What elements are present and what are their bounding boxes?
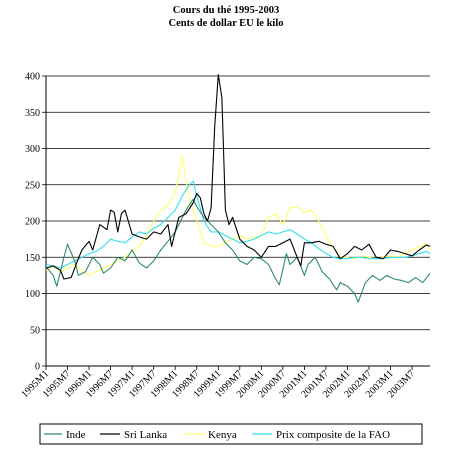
- y-tick-label: 100: [25, 289, 40, 300]
- y-tick-label: 300: [25, 144, 40, 155]
- legend-label-kenya: Kenya: [208, 429, 237, 441]
- y-tick-label: 250: [25, 180, 40, 191]
- chart-subtitle: Cents de dollar EU le kilo: [168, 18, 283, 29]
- series-line-sri-lanka: [45, 74, 431, 280]
- legend: Inde Sri Lanka Kenya Prix composite de l…: [39, 423, 423, 445]
- y-tick-label: 0: [35, 362, 40, 373]
- y-tick-label: 200: [25, 217, 40, 228]
- x-axis: 1995M11995M71996M11996M71997M11997M71998…: [19, 365, 430, 400]
- y-tick-label: 150: [25, 253, 40, 264]
- legend-label-prix-composite: Prix composite de la FAO: [276, 429, 390, 441]
- series-line-prix-composite-de-la-fao: [45, 180, 431, 269]
- y-axis: 0 50 100 150 200 250 300 350 400: [25, 72, 47, 373]
- y-tick-label: 400: [25, 72, 40, 83]
- legend-label-inde: Inde: [66, 429, 86, 441]
- chart-title: Cours du thé 1995-2003: [173, 5, 279, 16]
- gridlines: [46, 75, 430, 331]
- series-line-inde: [45, 198, 431, 303]
- y-tick-label: 50: [30, 325, 40, 336]
- plot-series: [45, 74, 431, 303]
- legend-label-sri-lanka: Sri Lanka: [124, 429, 167, 441]
- y-tick-label: 350: [25, 108, 40, 119]
- legend-box: [39, 423, 423, 445]
